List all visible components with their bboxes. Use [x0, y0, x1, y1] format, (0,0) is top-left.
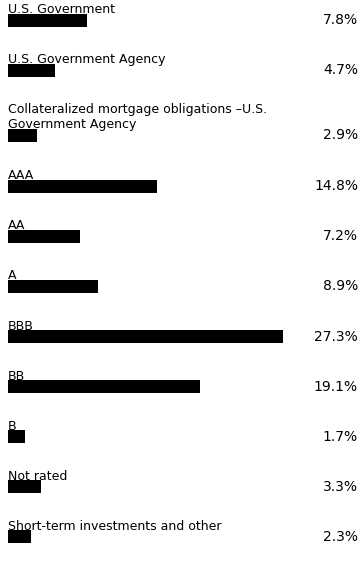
- Text: B: B: [8, 420, 17, 433]
- Text: 7.8%: 7.8%: [323, 13, 358, 27]
- Text: 7.2%: 7.2%: [323, 229, 358, 243]
- FancyBboxPatch shape: [8, 180, 157, 193]
- Text: BBB: BBB: [8, 320, 34, 332]
- Text: BB: BB: [8, 370, 25, 383]
- Text: AAA: AAA: [8, 169, 34, 182]
- FancyBboxPatch shape: [8, 14, 86, 27]
- FancyBboxPatch shape: [8, 530, 31, 543]
- Text: U.S. Government Agency: U.S. Government Agency: [8, 53, 166, 66]
- Text: 2.9%: 2.9%: [323, 128, 358, 142]
- Text: 4.7%: 4.7%: [323, 63, 358, 77]
- FancyBboxPatch shape: [8, 430, 25, 443]
- Text: Short-term investments and other: Short-term investments and other: [8, 520, 221, 533]
- FancyBboxPatch shape: [8, 129, 37, 142]
- Text: A: A: [8, 269, 17, 282]
- Text: 19.1%: 19.1%: [314, 380, 358, 393]
- Text: U.S. Government: U.S. Government: [8, 3, 115, 16]
- Text: AA: AA: [8, 219, 25, 232]
- Text: 3.3%: 3.3%: [323, 480, 358, 494]
- Text: Not rated: Not rated: [8, 470, 67, 483]
- FancyBboxPatch shape: [8, 280, 98, 293]
- Text: 27.3%: 27.3%: [314, 329, 358, 344]
- FancyBboxPatch shape: [8, 330, 283, 343]
- Text: 1.7%: 1.7%: [323, 430, 358, 444]
- Text: Collateralized mortgage obligations –U.S.
Government Agency: Collateralized mortgage obligations –U.S…: [8, 103, 267, 131]
- FancyBboxPatch shape: [8, 480, 41, 493]
- FancyBboxPatch shape: [8, 64, 55, 77]
- FancyBboxPatch shape: [8, 230, 81, 243]
- Text: 14.8%: 14.8%: [314, 179, 358, 193]
- FancyBboxPatch shape: [8, 380, 200, 393]
- Text: 8.9%: 8.9%: [323, 280, 358, 293]
- Text: 2.3%: 2.3%: [323, 530, 358, 544]
